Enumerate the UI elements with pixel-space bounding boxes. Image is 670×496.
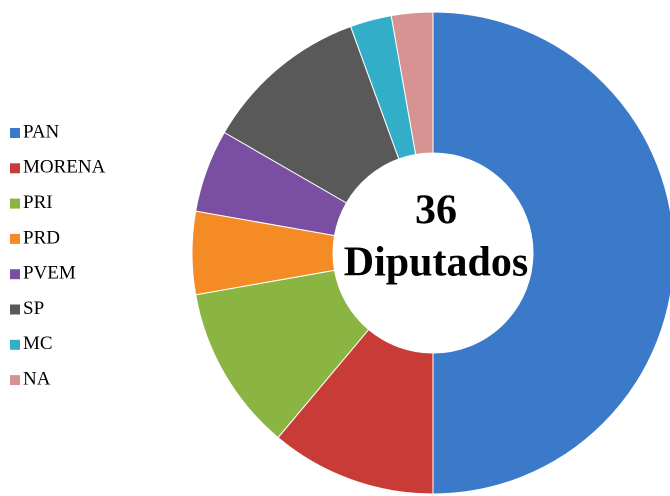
- legend-swatch: [10, 375, 20, 386]
- legend-swatch: [10, 269, 20, 280]
- legend-swatch: [10, 128, 20, 138]
- center-value: 36: [415, 188, 457, 234]
- legend-label: PRD: [23, 227, 60, 248]
- legend-swatch: [10, 198, 20, 209]
- legend-label: MC: [23, 333, 53, 354]
- center-label: Diputados: [344, 240, 528, 286]
- legend-swatch: [10, 339, 20, 350]
- donut-segment: [349, 15, 417, 160]
- legend-swatch: [10, 233, 20, 244]
- donut-segment: [432, 11, 670, 495]
- legend-swatch: [10, 163, 20, 174]
- donut-segment: [191, 210, 336, 296]
- legend-label: PRI: [23, 192, 53, 213]
- legend-label: NA: [23, 368, 51, 389]
- legend-label: SP: [23, 298, 44, 319]
- donut-segment: [195, 131, 348, 237]
- legend-label: PAN: [23, 121, 60, 142]
- legend-label: MORENA: [23, 157, 106, 178]
- donut-segment: [195, 269, 370, 439]
- legend-label: PVEM: [23, 263, 76, 284]
- donut-segment: [223, 25, 400, 204]
- legend-swatch: [10, 304, 20, 315]
- donut-segment: [277, 328, 434, 495]
